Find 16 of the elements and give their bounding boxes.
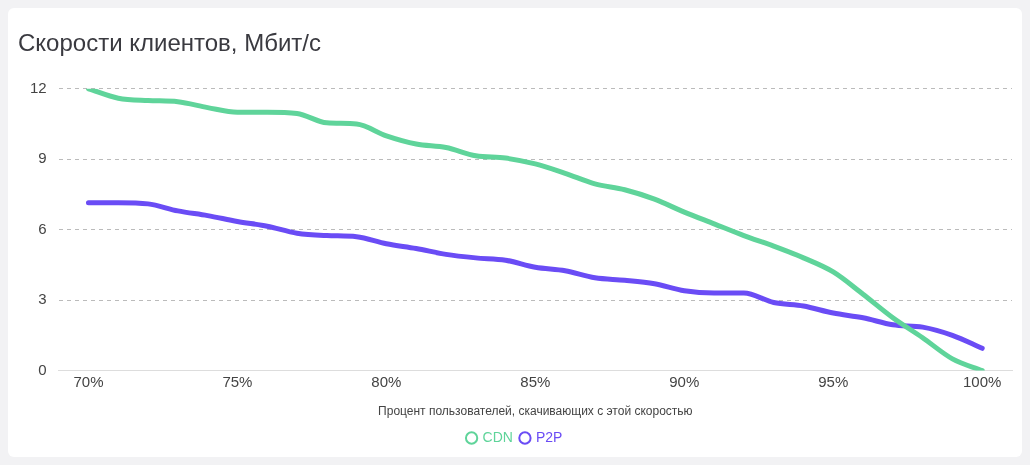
y-tick-label: 12: [30, 78, 47, 96]
x-axis-title: Процент пользователей, скачивающих с этой скоростью: [378, 404, 693, 419]
x-tick-label: 90%: [669, 372, 700, 390]
legend-label: P2P: [535, 428, 563, 445]
y-tick-label: 6: [38, 219, 47, 237]
y-tick-label: 3: [38, 290, 47, 308]
legend-label: CDN: [482, 428, 513, 445]
y-tick-label: 9: [38, 149, 47, 167]
x-tick-label: 95%: [818, 372, 849, 390]
x-tick-label: 70%: [73, 372, 104, 390]
x-tick-label: 80%: [371, 372, 402, 390]
x-tick-label: 75%: [222, 372, 253, 390]
y-tick-label: 0: [38, 360, 47, 378]
x-tick-label: 100%: [963, 372, 1002, 390]
x-tick-label: 85%: [520, 372, 551, 390]
chart-title: Скорости клиентов, Мбит/с: [18, 29, 321, 57]
